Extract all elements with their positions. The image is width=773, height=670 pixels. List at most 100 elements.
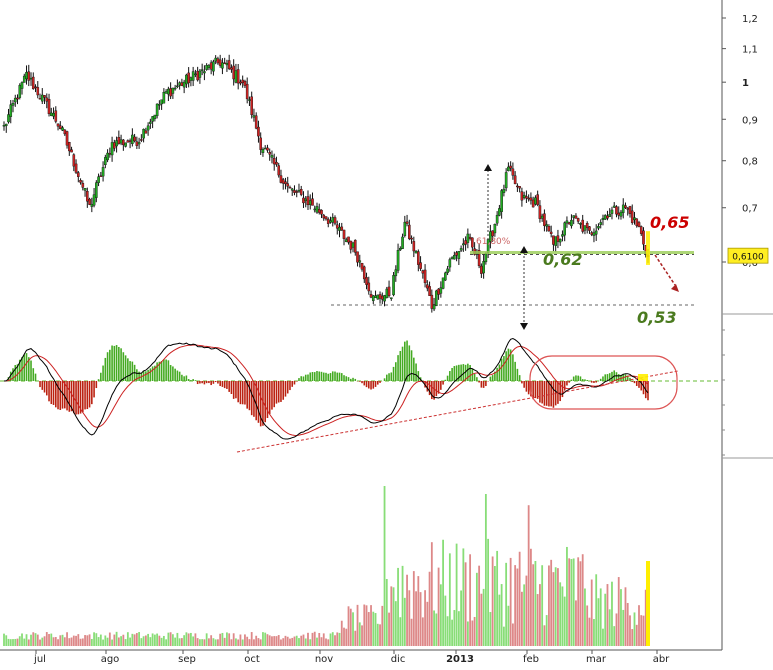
- candle: [516, 185, 519, 188]
- candle: [173, 87, 177, 90]
- volume-bar: [489, 612, 492, 646]
- candle: [417, 251, 420, 265]
- volume-bar: [9, 639, 12, 646]
- volume-bar: [138, 632, 141, 646]
- candle: [263, 147, 267, 150]
- last-price-label: 0,6100: [732, 253, 764, 263]
- volume-bar: [144, 635, 147, 646]
- candle: [507, 166, 510, 172]
- volume-bar: [223, 637, 226, 646]
- candle: [81, 183, 85, 188]
- volume-bar: [644, 589, 647, 646]
- volume-bar: [374, 613, 377, 646]
- volume-bar: [230, 639, 233, 646]
- candle: [468, 236, 472, 239]
- volume-bar: [516, 568, 519, 646]
- x-tick-label: jul: [33, 654, 46, 665]
- volume-bar: [617, 577, 620, 646]
- volume-bar: [189, 632, 192, 646]
- candle: [489, 231, 492, 242]
- candle: [565, 220, 569, 224]
- candle: [198, 70, 202, 78]
- candle: [531, 199, 535, 208]
- candle: [115, 140, 118, 147]
- volume-bar: [158, 635, 161, 646]
- candle: [171, 87, 175, 94]
- volume-bar: [435, 613, 438, 646]
- candle: [365, 277, 368, 285]
- candle: [594, 230, 598, 235]
- candle: [187, 72, 190, 84]
- candle: [335, 224, 339, 229]
- volume-bar: [349, 608, 352, 646]
- volume-bar: [108, 632, 111, 646]
- volume-bar: [106, 637, 109, 646]
- volume-bar: [239, 634, 242, 646]
- candle: [633, 217, 636, 221]
- volume-bar: [626, 602, 629, 646]
- candle: [592, 232, 596, 236]
- volume-bar: [622, 609, 625, 646]
- volume-bar: [99, 634, 102, 646]
- candle: [275, 161, 278, 165]
- candle: [31, 76, 35, 90]
- volume-bar: [401, 565, 404, 646]
- volume-bar: [392, 587, 395, 646]
- volume-bar: [54, 637, 57, 646]
- volume-bar: [264, 632, 267, 646]
- candle: [455, 252, 458, 256]
- volume-bar: [208, 638, 210, 646]
- volume-bar: [462, 548, 465, 646]
- candle: [164, 91, 168, 94]
- volume-bar: [327, 639, 330, 646]
- volume-bar: [514, 565, 517, 646]
- volume-bar: [90, 638, 93, 646]
- candle: [344, 239, 348, 242]
- candle: [254, 115, 258, 129]
- volume-bar: [518, 551, 521, 646]
- candle: [49, 112, 53, 116]
- volume-bar: [347, 606, 350, 646]
- annotations: 61,80% 0,65 0,62 0,53: [331, 164, 694, 330]
- volume-bar: [338, 632, 341, 646]
- volume-bar: [572, 558, 575, 646]
- candle: [574, 215, 578, 219]
- candle: [137, 142, 141, 145]
- candle: [86, 191, 89, 202]
- candle: [444, 272, 447, 281]
- candle: [158, 104, 161, 106]
- candle: [342, 229, 346, 239]
- volume-bar: [354, 630, 357, 646]
- candle: [536, 194, 539, 205]
- volume-bar: [511, 623, 514, 646]
- volume-bar: [530, 548, 532, 646]
- volume-bar: [95, 633, 98, 646]
- volume-bar: [403, 597, 406, 646]
- candle: [371, 295, 375, 301]
- candle: [500, 190, 503, 212]
- candle: [543, 213, 546, 226]
- candle: [77, 172, 80, 177]
- candle: [630, 210, 634, 223]
- candle: [43, 95, 46, 98]
- volume-bar: [606, 584, 609, 646]
- candle: [106, 152, 109, 161]
- volume-bar: [124, 639, 127, 646]
- candle: [40, 94, 44, 102]
- x-tick-label: oct: [244, 654, 260, 665]
- candle: [563, 222, 566, 236]
- volume-bar: [117, 637, 120, 646]
- volume-bar: [608, 609, 611, 646]
- candle: [601, 218, 605, 220]
- volume-bar: [63, 637, 66, 646]
- volume-bar: [77, 634, 80, 646]
- y-tick-label: 1,2: [742, 14, 758, 25]
- candle: [16, 97, 19, 100]
- candle: [266, 147, 269, 151]
- volume-bar: [133, 634, 136, 646]
- candle: [200, 69, 204, 71]
- volume-bar: [253, 639, 255, 646]
- candle: [180, 82, 184, 87]
- candle: [437, 288, 440, 295]
- volume-bar: [620, 589, 622, 646]
